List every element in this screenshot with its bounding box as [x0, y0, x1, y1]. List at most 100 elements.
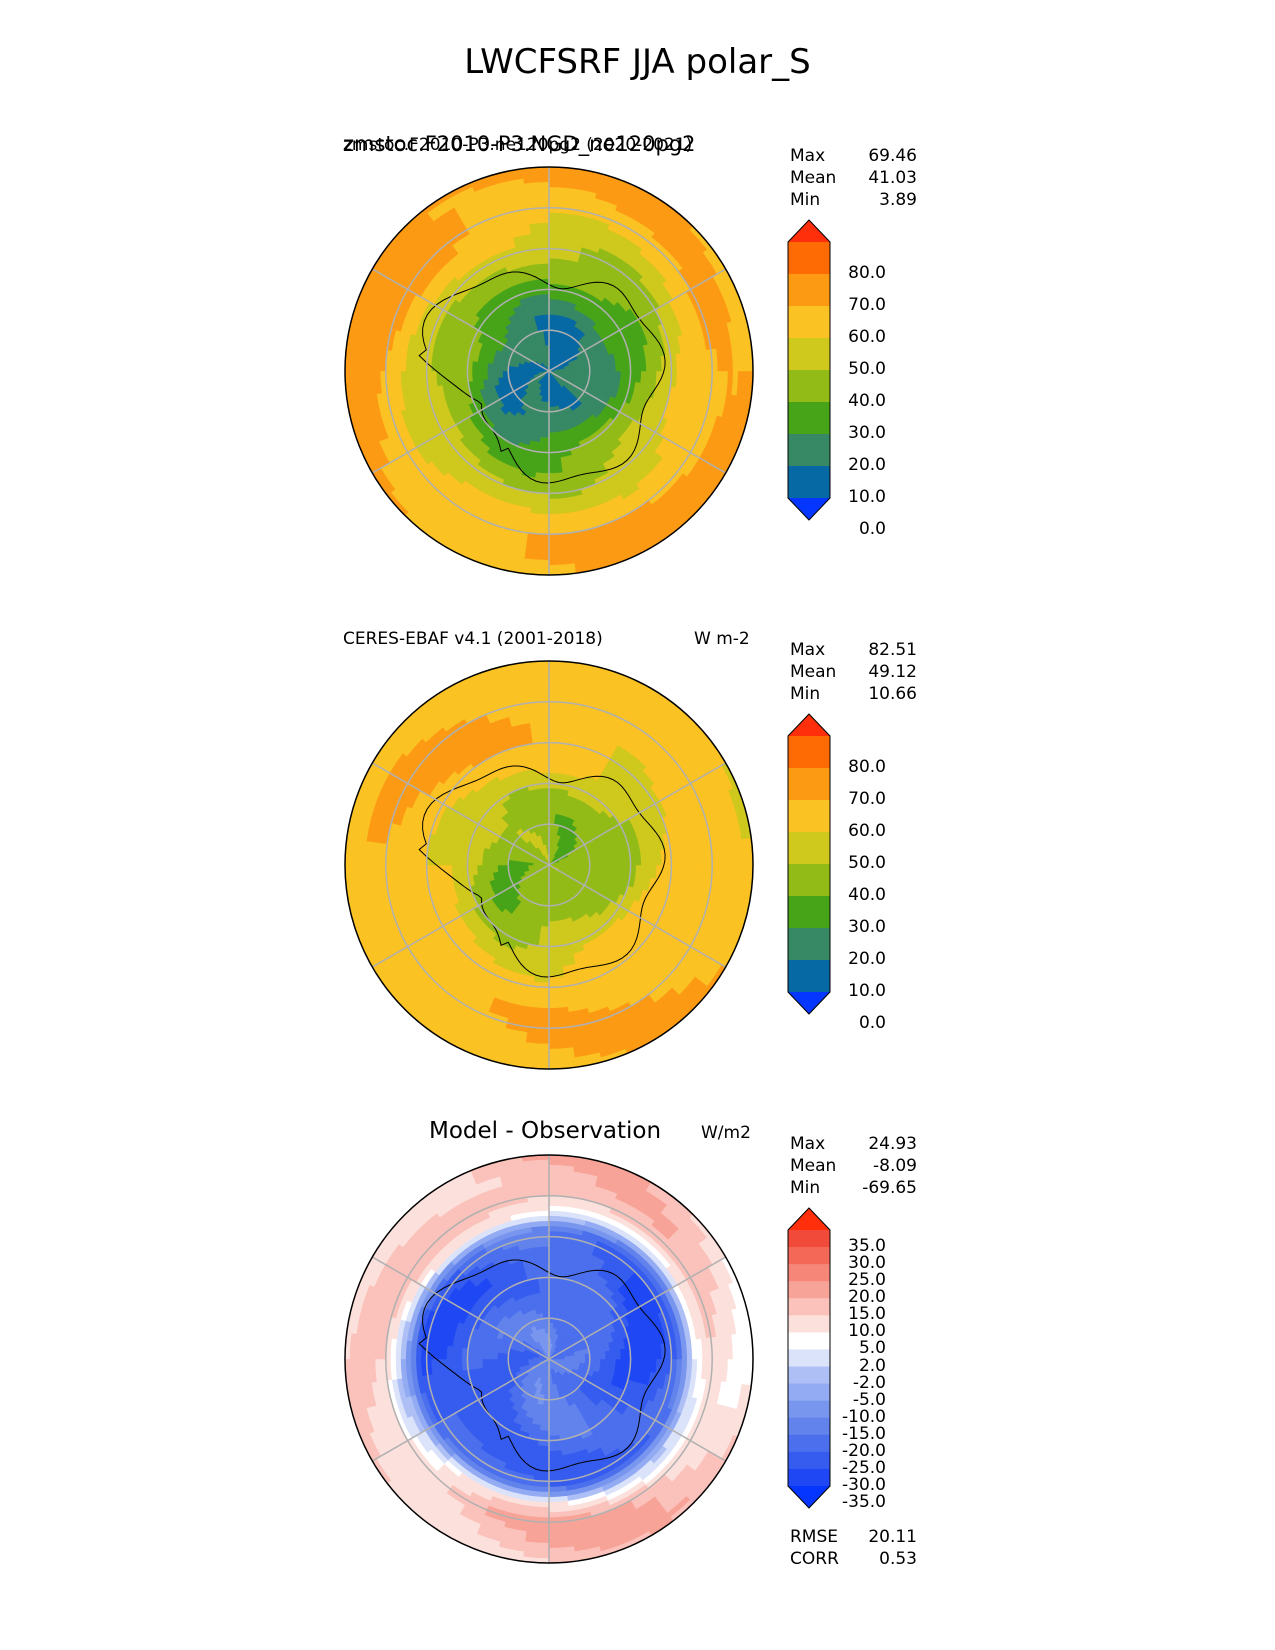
- field-cell: [540, 426, 550, 433]
- field-cell: [594, 370, 601, 378]
- field-cell: [487, 856, 494, 866]
- panel-2-title: CERES-EBAF v4.1 (2001-2018): [343, 629, 603, 649]
- figure-title: LWCFSRF JJA polar_S: [464, 42, 811, 82]
- field-cell: [604, 362, 611, 372]
- panel-3-title: Model - Observation: [429, 1118, 662, 1144]
- panel-1-mean-value: 41.03: [868, 168, 917, 188]
- panel-3-max-value: 24.93: [868, 1134, 917, 1154]
- field-cell: [523, 864, 530, 869]
- field-cell: [482, 362, 489, 372]
- field-cell: [487, 864, 494, 874]
- field-cell: [558, 862, 565, 866]
- colorbar-extend-bottom: [788, 498, 830, 520]
- field-cell: [548, 910, 556, 917]
- field-cell: [482, 370, 489, 380]
- field-cell: [594, 858, 601, 866]
- field-cell: [563, 862, 570, 866]
- field-cell: [541, 808, 550, 815]
- field-cell: [548, 925, 558, 932]
- panel-2-polar-map: [344, 660, 754, 1070]
- panel-2-min-value: 10.66: [868, 684, 917, 704]
- colorbar-segment: [788, 466, 830, 499]
- field-cell: [541, 314, 550, 321]
- field-cell: [594, 364, 601, 372]
- colorbar-segment: [788, 736, 830, 769]
- panel-1-colorbar: [787, 219, 831, 521]
- panel-3-units: W/m2: [701, 1123, 751, 1143]
- panel-1-min-value: 3.89: [879, 190, 917, 210]
- field-cell: [548, 798, 558, 805]
- field-cell: [518, 864, 525, 870]
- field-cell: [541, 915, 550, 922]
- field-cell: [599, 370, 606, 379]
- field-cell: [497, 370, 504, 378]
- colorbar-segment: [788, 274, 830, 307]
- field-cell: [492, 363, 499, 372]
- colorbar-segment: [788, 960, 830, 993]
- field-cell: [487, 362, 494, 372]
- colorbar-segment: [788, 370, 830, 403]
- field-cell: [609, 864, 616, 874]
- field-cell: [548, 421, 557, 428]
- field-cell: [542, 416, 550, 423]
- panel-2-mean-value: 49.12: [868, 662, 917, 682]
- panel-1-title-overlap: zmstoc.F2010-P3.ne120pg2 (2020-2021): [343, 135, 693, 155]
- field-cell: [579, 366, 586, 372]
- field-cell: [568, 367, 575, 372]
- panel-2-max-label: Max: [790, 640, 826, 660]
- field-cell: [604, 856, 611, 866]
- colorbar-segment: [788, 768, 830, 801]
- colorbar-segment: [788, 338, 830, 371]
- field-cell: [548, 813, 556, 820]
- panel-1-mean-label: Mean: [790, 168, 837, 188]
- field-cell: [599, 864, 606, 873]
- field-cell: [599, 363, 606, 372]
- field-cell: [497, 364, 504, 372]
- field-cell: [568, 861, 575, 866]
- map-field: [345, 661, 753, 1069]
- panel-1-min-label: Min: [790, 190, 821, 210]
- field-cell: [558, 368, 565, 372]
- field-cell: [540, 803, 550, 810]
- colorbar-extend-bottom: [788, 992, 830, 1014]
- panel-3-polar-map: [344, 1154, 754, 1564]
- panel-1-title: zmstoc.F2010-P3.NGD_ne120pg2: [343, 132, 696, 156]
- field-cell: [523, 370, 530, 375]
- field-cell: [563, 368, 570, 372]
- field-cell: [548, 309, 558, 316]
- panel-3-mean-label: Mean: [790, 1156, 837, 1176]
- panel-3-max-label: Max: [790, 1134, 826, 1154]
- field-cell: [548, 304, 558, 311]
- field-cell: [548, 915, 557, 922]
- field-cell: [579, 860, 586, 866]
- colorbar-segment: [788, 242, 830, 275]
- field-cell: [599, 857, 606, 866]
- colorbar-extend-top: [788, 220, 830, 242]
- field-cell: [548, 431, 558, 438]
- field-cell: [609, 362, 616, 372]
- colorbar-segment: [788, 896, 830, 929]
- field-cell: [497, 864, 504, 872]
- field-cell: [512, 864, 519, 870]
- colorbar-segment: [788, 306, 830, 339]
- colorbar-segment: [788, 864, 830, 897]
- colorbar-segment: [788, 928, 830, 961]
- colorbar-segment: [788, 800, 830, 833]
- field-cell: [497, 858, 504, 866]
- map-field: [345, 167, 753, 575]
- panel-2-units: W m-2: [694, 629, 750, 649]
- field-cell: [492, 370, 499, 379]
- field-cell: [548, 426, 558, 433]
- field-cell: [542, 910, 550, 917]
- panel-2-min-label: Min: [790, 684, 821, 704]
- field-cell: [548, 319, 556, 326]
- field-cell: [573, 366, 580, 372]
- field-cell: [540, 798, 550, 805]
- field-cell: [540, 309, 550, 316]
- field-cell: [518, 370, 525, 376]
- field-cell: [604, 370, 611, 380]
- panel-1-polar-map: [344, 166, 754, 576]
- field-cell: [487, 370, 494, 380]
- colorbar-extend-top: [788, 714, 830, 736]
- field-cell: [573, 860, 580, 866]
